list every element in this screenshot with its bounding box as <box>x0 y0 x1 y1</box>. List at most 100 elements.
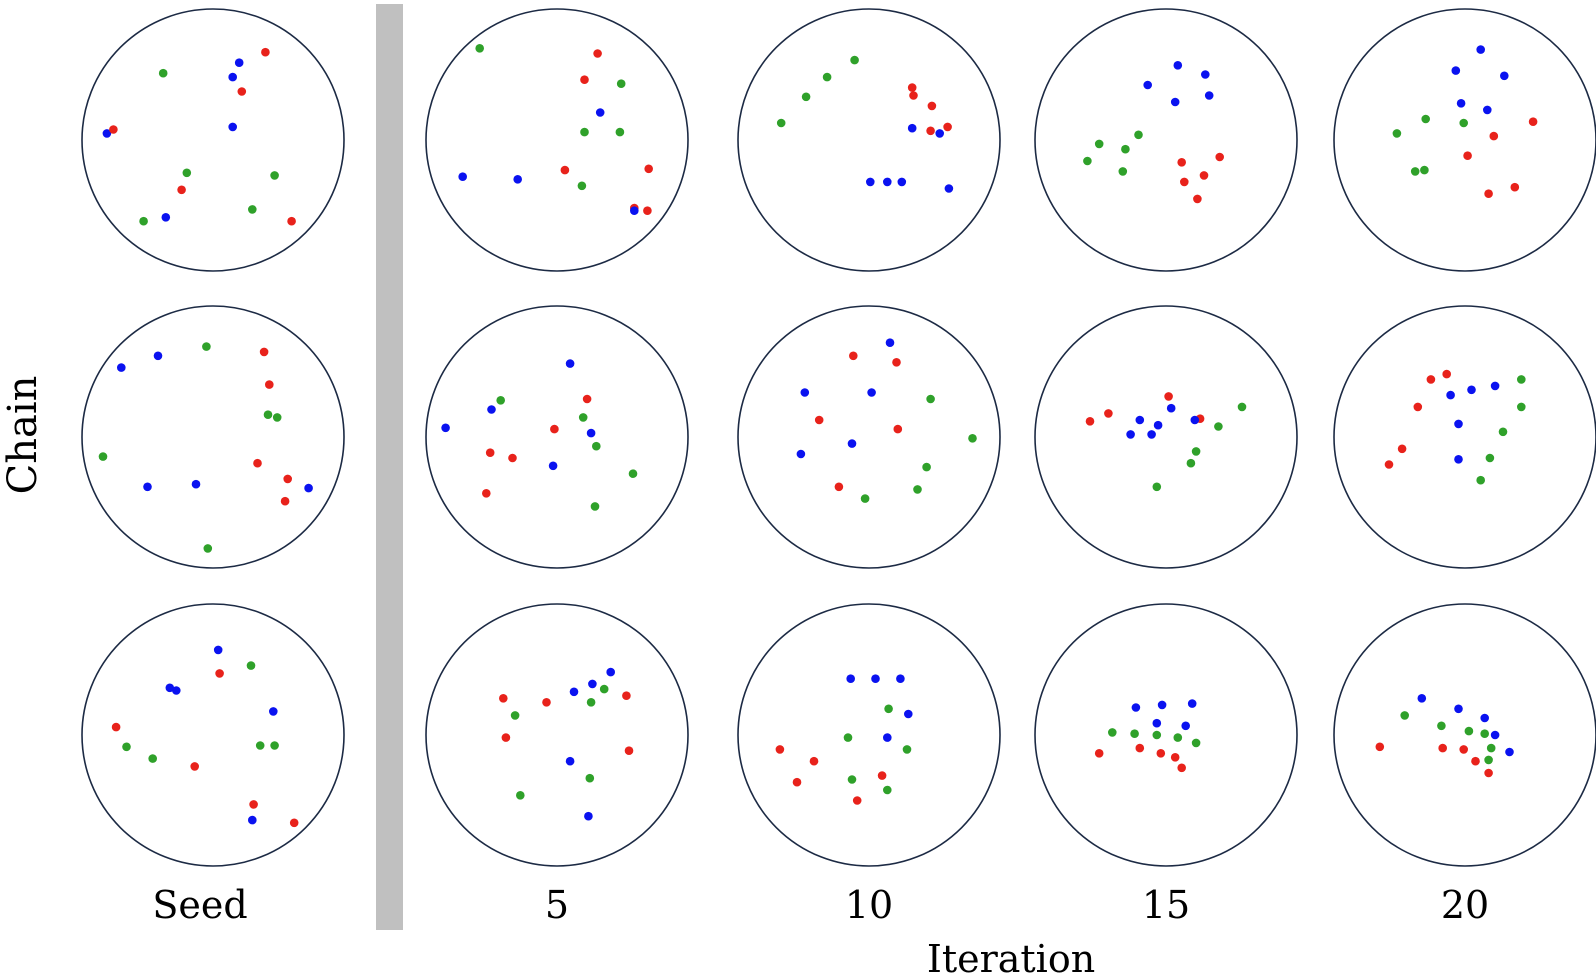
red-point <box>1193 194 1202 204</box>
green-point <box>902 745 912 754</box>
panel-boundary-circle <box>425 8 689 272</box>
blue-point <box>269 707 278 716</box>
green-point <box>616 79 626 88</box>
panel-boundary-circle <box>425 603 689 867</box>
blue-point <box>944 184 954 193</box>
blue-point <box>565 359 575 368</box>
y-axis-label: Chain <box>0 376 46 495</box>
blue-point <box>1476 45 1485 54</box>
blue-point <box>1126 430 1135 439</box>
green-point <box>1498 427 1508 437</box>
green-point <box>1400 711 1409 720</box>
red-point <box>508 453 517 463</box>
blue-point <box>1417 694 1427 703</box>
red-point <box>893 424 903 434</box>
column-label-iter-20: 20 <box>1441 883 1489 927</box>
blue-point <box>800 388 810 397</box>
red-point <box>622 691 631 700</box>
green-point <box>776 118 786 128</box>
green-point <box>580 127 589 137</box>
red-point <box>190 762 199 771</box>
blue-point <box>907 123 917 133</box>
blue-point <box>458 172 468 181</box>
blue-point <box>586 428 596 438</box>
red-point <box>1199 171 1209 180</box>
green-point <box>1484 755 1493 765</box>
blue-point <box>1490 730 1500 740</box>
green-point <box>884 704 893 714</box>
red-point <box>809 756 819 766</box>
blue-point <box>1201 70 1210 79</box>
blue-point <box>191 479 201 489</box>
blue-point <box>228 122 237 132</box>
blue-point <box>441 423 450 433</box>
panel-chain-1-col-1 <box>81 8 345 272</box>
green-point <box>1108 728 1117 737</box>
panel-boundary-circle <box>1333 305 1596 569</box>
red-point <box>265 380 274 389</box>
column-label-iter-10: 10 <box>845 883 893 927</box>
green-point <box>1121 144 1130 154</box>
blue-point <box>1451 66 1461 75</box>
red-point <box>792 777 802 787</box>
panel-boundary-circle <box>1034 305 1298 569</box>
panel-grid <box>81 8 1596 867</box>
blue-point <box>143 482 152 492</box>
blue-point <box>847 439 857 448</box>
blue-point <box>228 72 237 82</box>
green-point <box>1392 129 1402 138</box>
green-point <box>1437 721 1446 731</box>
green-point <box>270 741 279 750</box>
blue-point <box>871 674 880 683</box>
blue-point <box>846 674 855 683</box>
red-point <box>852 796 862 805</box>
blue-point <box>565 756 575 766</box>
green-point <box>202 342 211 351</box>
blue-point <box>1143 80 1152 90</box>
green-point <box>883 785 892 795</box>
red-point <box>215 669 224 678</box>
red-point <box>643 206 652 215</box>
red-point <box>1484 768 1493 778</box>
blue-point <box>606 667 615 677</box>
blue-point <box>153 351 163 361</box>
blue-point <box>1490 381 1500 391</box>
red-point <box>1094 749 1104 758</box>
green-point <box>922 462 931 472</box>
red-point <box>1438 743 1447 753</box>
green-point <box>592 441 601 451</box>
green-point <box>1464 726 1474 736</box>
blue-point <box>1147 430 1156 439</box>
green-point <box>510 711 520 720</box>
red-point <box>1384 460 1394 469</box>
blue-point <box>172 686 181 695</box>
red-point <box>287 216 296 226</box>
green-point <box>628 469 638 479</box>
blue-point <box>1454 704 1463 714</box>
red-point <box>1413 402 1423 412</box>
blue-point <box>1170 97 1180 107</box>
green-point <box>1214 422 1223 431</box>
green-point <box>1476 475 1485 485</box>
red-point <box>1459 745 1468 754</box>
green-point <box>1410 167 1420 176</box>
panel-boundary-circle <box>81 603 345 867</box>
blue-point <box>1454 419 1463 429</box>
blue-point <box>796 449 806 459</box>
blue-point <box>584 811 593 821</box>
red-point <box>1156 749 1166 758</box>
red-point <box>1442 369 1451 379</box>
red-point <box>501 733 511 742</box>
red-point <box>177 185 186 195</box>
blue-point <box>248 815 257 825</box>
green-point <box>1237 402 1247 412</box>
green-point <box>1173 733 1183 742</box>
red-point <box>1177 158 1186 167</box>
panel-boundary-circle <box>1333 8 1596 272</box>
blue-point <box>897 177 907 187</box>
green-point <box>1134 130 1143 140</box>
red-point <box>542 698 551 707</box>
blue-point <box>1152 718 1162 728</box>
blue-point <box>117 363 126 372</box>
